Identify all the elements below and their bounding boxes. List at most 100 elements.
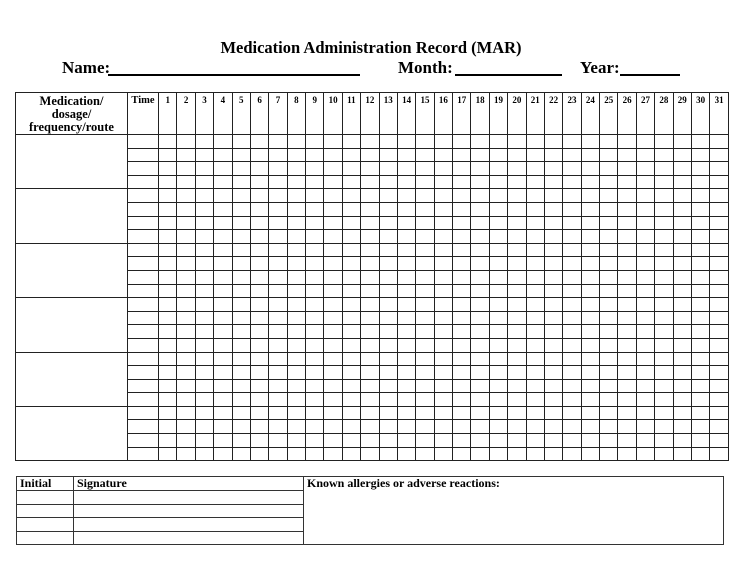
administration-cell[interactable] [341, 433, 362, 448]
administration-cell[interactable] [396, 297, 417, 312]
administration-cell[interactable] [709, 297, 729, 312]
administration-cell[interactable] [580, 147, 601, 163]
administration-cell[interactable] [672, 351, 692, 367]
administration-cell[interactable] [562, 446, 582, 462]
administration-cell[interactable] [562, 392, 582, 407]
administration-cell[interactable] [176, 242, 196, 258]
administration-cell[interactable] [635, 433, 656, 448]
administration-cell[interactable] [562, 147, 582, 163]
administration-cell[interactable] [304, 215, 325, 231]
administration-cell[interactable] [562, 378, 582, 394]
administration-cell[interactable] [341, 446, 362, 462]
administration-cell[interactable] [672, 378, 692, 394]
administration-cell[interactable] [323, 324, 343, 339]
administration-cell[interactable] [341, 337, 362, 353]
administration-cell[interactable] [213, 283, 233, 299]
administration-cell[interactable] [488, 161, 509, 176]
administration-cell[interactable] [470, 419, 490, 435]
administration-cell[interactable] [378, 283, 398, 299]
administration-cell[interactable] [360, 392, 380, 407]
administration-cell[interactable] [654, 147, 674, 163]
administration-cell[interactable] [433, 229, 454, 244]
time-cell[interactable] [127, 324, 159, 339]
administration-cell[interactable] [396, 201, 417, 217]
administration-cell[interactable] [360, 242, 380, 258]
administration-cell[interactable] [268, 256, 288, 271]
administration-cell[interactable] [213, 134, 233, 149]
administration-cell[interactable] [213, 242, 233, 258]
administration-cell[interactable] [249, 392, 270, 407]
administration-cell[interactable] [194, 256, 215, 271]
administration-cell[interactable] [635, 337, 656, 353]
administration-cell[interactable] [341, 392, 362, 407]
administration-cell[interactable] [304, 174, 325, 190]
name-field[interactable] [108, 74, 360, 76]
administration-cell[interactable] [396, 337, 417, 353]
administration-cell[interactable] [654, 215, 674, 231]
administration-cell[interactable] [360, 147, 380, 163]
administration-cell[interactable] [360, 229, 380, 244]
administration-cell[interactable] [525, 310, 545, 326]
administration-cell[interactable] [323, 161, 343, 176]
administration-cell[interactable] [231, 269, 251, 285]
administration-cell[interactable] [451, 269, 472, 285]
administration-cell[interactable] [323, 174, 343, 190]
administration-cell[interactable] [654, 229, 674, 244]
administration-cell[interactable] [231, 161, 251, 176]
administration-cell[interactable] [231, 351, 251, 367]
administration-cell[interactable] [323, 147, 343, 163]
time-cell[interactable] [127, 269, 159, 285]
administration-cell[interactable] [249, 324, 270, 339]
administration-cell[interactable] [194, 174, 215, 190]
administration-cell[interactable] [672, 433, 692, 448]
administration-cell[interactable] [378, 446, 398, 462]
administration-cell[interactable] [507, 365, 527, 380]
administration-cell[interactable] [157, 324, 178, 339]
administration-cell[interactable] [654, 201, 674, 217]
administration-cell[interactable] [470, 324, 490, 339]
administration-cell[interactable] [709, 283, 729, 299]
administration-cell[interactable] [525, 405, 545, 421]
administration-cell[interactable] [709, 433, 729, 448]
administration-cell[interactable] [433, 324, 454, 339]
administration-cell[interactable] [341, 419, 362, 435]
administration-cell[interactable] [176, 229, 196, 244]
administration-cell[interactable] [268, 188, 288, 203]
administration-cell[interactable] [451, 392, 472, 407]
administration-cell[interactable] [507, 161, 527, 176]
administration-cell[interactable] [617, 365, 637, 380]
administration-cell[interactable] [176, 365, 196, 380]
administration-cell[interactable] [580, 337, 601, 353]
administration-cell[interactable] [286, 134, 307, 149]
time-cell[interactable] [127, 337, 159, 353]
administration-cell[interactable] [562, 215, 582, 231]
administration-cell[interactable] [488, 201, 509, 217]
administration-cell[interactable] [194, 297, 215, 312]
administration-cell[interactable] [213, 188, 233, 203]
administration-cell[interactable] [562, 405, 582, 421]
administration-cell[interactable] [470, 147, 490, 163]
administration-cell[interactable] [341, 134, 362, 149]
administration-cell[interactable] [360, 351, 380, 367]
time-cell[interactable] [127, 392, 159, 407]
administration-cell[interactable] [433, 365, 454, 380]
administration-cell[interactable] [286, 433, 307, 448]
administration-cell[interactable] [286, 174, 307, 190]
administration-cell[interactable] [323, 256, 343, 271]
administration-cell[interactable] [360, 201, 380, 217]
administration-cell[interactable] [470, 283, 490, 299]
administration-cell[interactable] [304, 392, 325, 407]
time-cell[interactable] [127, 134, 159, 149]
administration-cell[interactable] [543, 351, 564, 367]
administration-cell[interactable] [396, 269, 417, 285]
administration-cell[interactable] [488, 147, 509, 163]
administration-cell[interactable] [654, 310, 674, 326]
administration-cell[interactable] [598, 229, 619, 244]
administration-cell[interactable] [268, 283, 288, 299]
administration-cell[interactable] [470, 256, 490, 271]
administration-cell[interactable] [654, 351, 674, 367]
administration-cell[interactable] [488, 405, 509, 421]
administration-cell[interactable] [378, 324, 398, 339]
administration-cell[interactable] [654, 419, 674, 435]
administration-cell[interactable] [360, 297, 380, 312]
